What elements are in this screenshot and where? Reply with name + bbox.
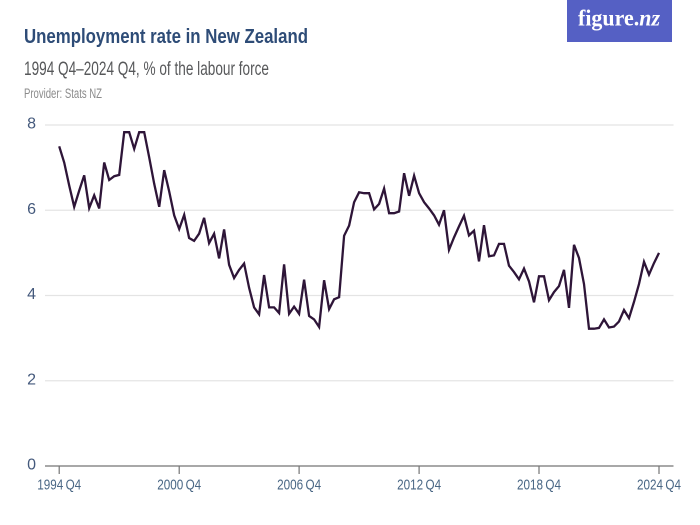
svg-text:figure.nz: figure.nz [578, 6, 660, 31]
svg-text:Provider: Stats NZ: Provider: Stats NZ [24, 86, 102, 102]
svg-text:4: 4 [27, 286, 36, 303]
svg-text:1994 Q4–2024 Q4, % of the labo: 1994 Q4–2024 Q4, % of the labour force [24, 58, 269, 80]
svg-text:2018 Q4: 2018 Q4 [517, 477, 561, 493]
svg-text:0: 0 [27, 457, 36, 474]
svg-text:2012 Q4: 2012 Q4 [397, 477, 441, 493]
svg-text:2000 Q4: 2000 Q4 [157, 477, 201, 493]
svg-text:2: 2 [27, 371, 36, 388]
svg-text:1994 Q4: 1994 Q4 [37, 477, 81, 493]
svg-text:2024 Q4: 2024 Q4 [637, 477, 681, 493]
svg-text:8: 8 [27, 116, 36, 133]
svg-text:Unemployment rate in New Zeala: Unemployment rate in New Zealand [24, 26, 308, 48]
svg-text:2006 Q4: 2006 Q4 [277, 477, 321, 493]
svg-text:6: 6 [27, 201, 36, 218]
